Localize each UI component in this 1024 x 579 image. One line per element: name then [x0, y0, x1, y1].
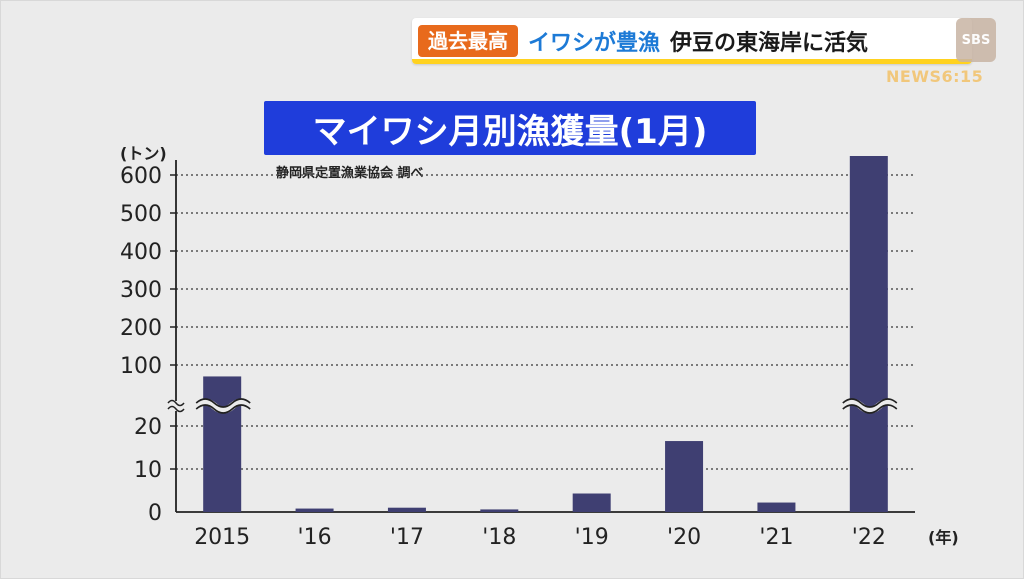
news-banner: 過去最高 イワシが豊漁 伊豆の東海岸に活気 [412, 18, 972, 64]
y-tick-label: 20 [134, 415, 162, 440]
news-program-logo: NEWS6:15 [886, 67, 984, 86]
axis-break-mark [167, 399, 185, 407]
axis-break-mark [167, 405, 185, 413]
axis-break-gap [168, 401, 184, 411]
y-tick-label: 600 [120, 164, 162, 189]
bar [203, 376, 242, 512]
x-tick-label: '19 [575, 525, 609, 550]
bar [572, 493, 611, 512]
station-logo: SBS [956, 18, 996, 62]
bar [665, 441, 704, 512]
bar [757, 502, 796, 512]
y-tick-label: 500 [120, 202, 162, 227]
bar-break-gap [840, 398, 900, 414]
x-tick-label: '20 [667, 525, 701, 550]
y-axis-unit: (トン) [120, 144, 167, 163]
banner-headline-sub: 伊豆の東海岸に活気 [670, 31, 869, 56]
bar-break-mark [195, 398, 251, 408]
x-tick-label: 2015 [194, 525, 250, 550]
x-axis-unit: (年) [928, 528, 959, 547]
banner-headline-main: イワシが豊漁 [528, 31, 661, 56]
bar [480, 509, 519, 512]
bar [295, 508, 334, 512]
y-tick-label: 400 [120, 240, 162, 265]
bar-break-gap [193, 398, 253, 414]
bar-break-mark [842, 404, 898, 414]
x-tick-label: '22 [852, 525, 886, 550]
chart-source: 静岡県定置漁業協会 調べ [276, 166, 424, 181]
bar-break-mark [842, 398, 898, 408]
y-tick-label: 10 [134, 458, 162, 483]
y-tick-label: 200 [120, 316, 162, 341]
x-tick-label: '17 [390, 525, 424, 550]
y-tick-label: 100 [120, 354, 162, 379]
x-tick-label: '16 [298, 525, 332, 550]
y-tick-label: 0 [148, 501, 162, 526]
y-tick-label: 300 [120, 278, 162, 303]
banner-stripe [412, 59, 972, 64]
chart-title: マイワシ月別漁獲量(1月) [264, 101, 756, 155]
banner-tag: 過去最高 [418, 25, 518, 57]
x-tick-label: '18 [482, 525, 516, 550]
bar [387, 507, 426, 512]
bar-break-mark [195, 404, 251, 414]
x-tick-label: '21 [759, 525, 793, 550]
bar [849, 156, 888, 512]
